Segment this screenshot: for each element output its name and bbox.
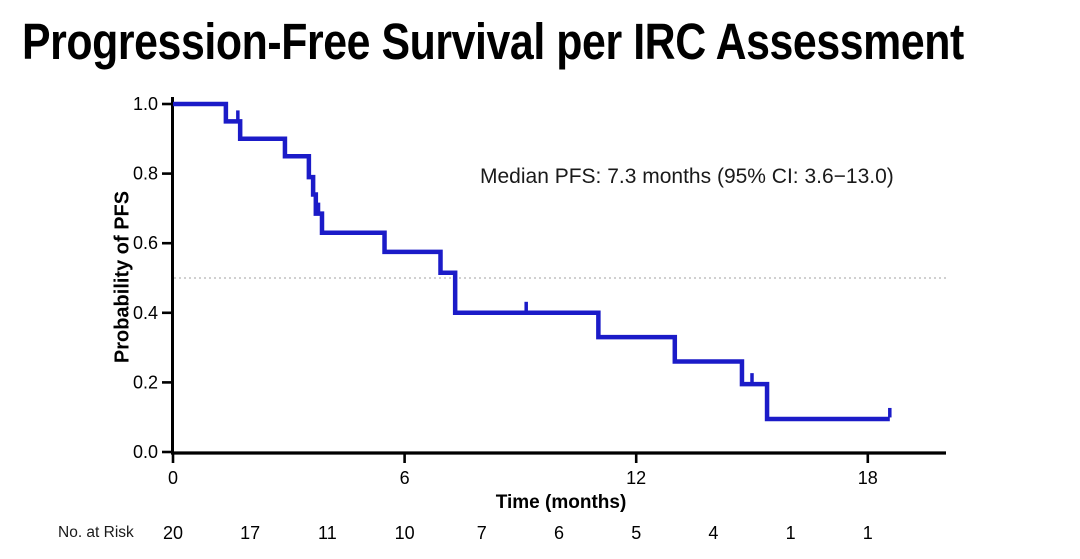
risk-count: 4 — [708, 523, 718, 543]
risk-count: 20 — [163, 523, 183, 543]
y-tick-label: 0.4 — [133, 303, 158, 323]
number-at-risk-label: No. at Risk — [58, 524, 134, 541]
km-curve — [173, 101, 890, 422]
risk-count: 10 — [395, 523, 415, 543]
x-axis-title: Time (months) — [495, 492, 627, 513]
y-tick-label: 1.0 — [133, 94, 158, 114]
x-tick-label: 0 — [168, 468, 178, 488]
median-pfs-annotation: Median PFS: 7.3 months (95% CI: 3.6−13.0… — [480, 165, 894, 188]
x-tick-label: 18 — [858, 468, 878, 488]
x-tick-label: 6 — [400, 468, 410, 488]
risk-count: 11 — [318, 523, 337, 543]
risk-count: 1 — [786, 523, 796, 543]
y-tick-label: 0.0 — [133, 442, 158, 462]
x-tick-label: 12 — [626, 468, 646, 488]
y-tick-label: 0.8 — [133, 164, 158, 184]
y-tick-label: 0.6 — [133, 233, 158, 253]
risk-count: 5 — [631, 523, 641, 543]
y-tick-label: 0.2 — [133, 372, 158, 392]
risk-count: 7 — [477, 523, 487, 543]
risk-count: 1 — [863, 523, 873, 543]
page-title: Progression-Free Survival per IRC Assess… — [22, 13, 964, 70]
risk-count: 6 — [554, 523, 564, 543]
risk-count: 17 — [240, 523, 260, 543]
